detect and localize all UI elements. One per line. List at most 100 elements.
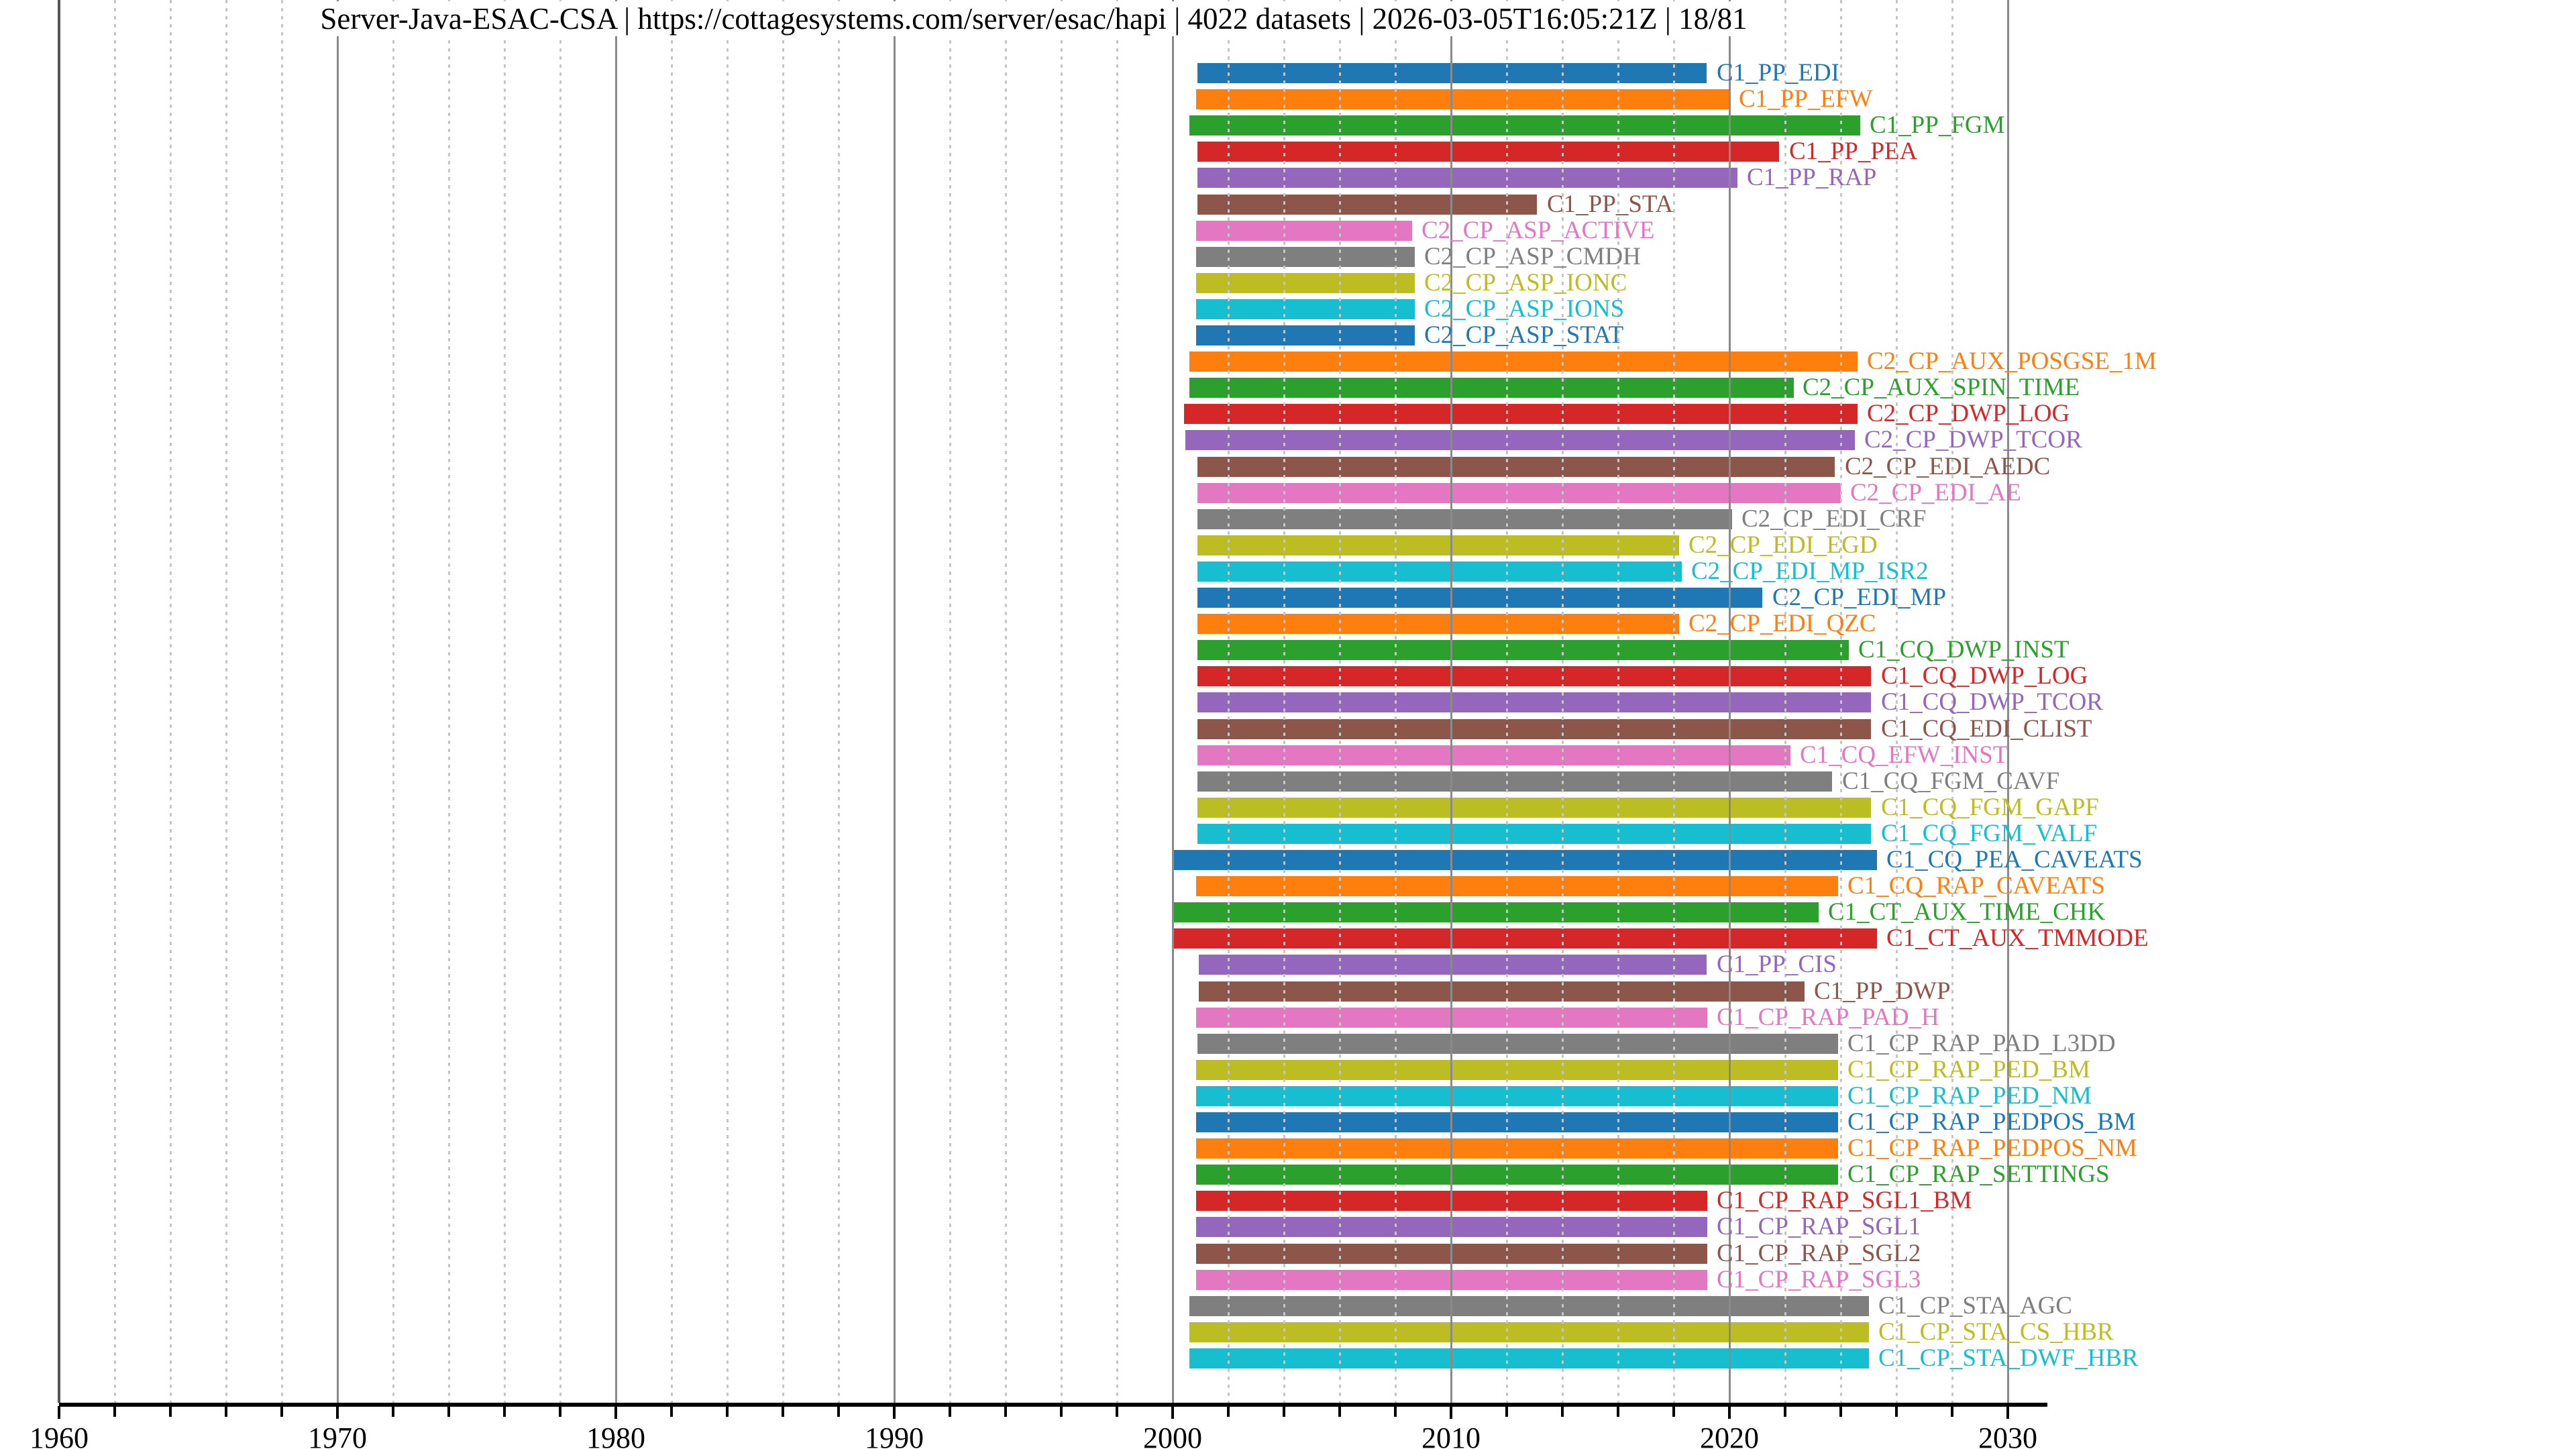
x-axis-minor-tick — [1338, 1406, 1341, 1417]
dataset-label: C2_CP_EDI_QZC — [1688, 610, 1876, 637]
x-axis-major-tick — [58, 1406, 60, 1419]
timeline-bar — [1197, 168, 1737, 188]
dataset-label: C1_PP_RAP — [1747, 164, 1877, 191]
x-axis-minor-tick — [225, 1406, 227, 1417]
dataset-label: C1_CP_STA_CS_HBR — [1878, 1318, 2114, 1346]
x-axis-major-tick — [893, 1406, 896, 1419]
dataset-label: C1_CQ_RAP_CAVEATS — [1847, 872, 2105, 900]
minor-gridline — [392, 0, 394, 1403]
minor-gridline — [1116, 0, 1118, 1403]
x-axis-tick-label: 1980 — [586, 1421, 645, 1449]
dataset-label: C2_CP_ASP_ACTIVE — [1421, 217, 1655, 244]
timeline-bar — [1196, 1060, 1838, 1080]
dataset-label: C2_CP_EDI_CRF — [1741, 505, 1927, 533]
x-axis-minor-tick — [113, 1406, 116, 1417]
timeline-bar — [1197, 588, 1762, 608]
timeline-bar — [1173, 928, 1877, 949]
timeline-bar — [1185, 430, 1855, 450]
x-axis-major-tick — [336, 1406, 339, 1419]
dataset-label: C1_CP_RAP_PAD_H — [1717, 1004, 1939, 1031]
timeline-bar — [1196, 325, 1415, 345]
dataset-label: C1_CT_AUX_TMMODE — [1886, 924, 2149, 952]
major-gridline — [1172, 0, 1174, 1403]
timeline-bar — [1196, 1112, 1838, 1132]
x-axis-minor-tick — [949, 1406, 951, 1417]
minor-gridline — [114, 0, 116, 1403]
x-axis-minor-tick — [1895, 1406, 1898, 1417]
x-axis-tick-label: 1970 — [308, 1421, 367, 1449]
major-gridline — [2007, 0, 2009, 1403]
x-axis-minor-tick — [280, 1406, 283, 1417]
timeline-bar — [1199, 981, 1805, 1002]
timeline-bar — [1197, 142, 1779, 162]
timeline-bar — [1184, 404, 1858, 424]
dataset-label: C1_CQ_DWP_INST — [1858, 636, 2070, 663]
timeline-bar — [1197, 719, 1871, 739]
timeline-bar — [1197, 614, 1679, 634]
x-axis-tick-label: 2020 — [1700, 1421, 1759, 1449]
dataset-label: C1_CQ_DWP_TCOR — [1881, 688, 2103, 716]
timeline-bar — [1196, 876, 1838, 896]
dataset-label: C1_CP_RAP_PED_BM — [1847, 1056, 2090, 1083]
x-axis-minor-tick — [447, 1406, 450, 1417]
x-axis-major-tick — [1728, 1406, 1731, 1419]
timeline-bar — [1189, 1296, 1869, 1316]
dataset-label: C1_CQ_DWP_LOG — [1881, 662, 2088, 690]
dataset-label: C1_CP_RAP_SETTINGS — [1847, 1161, 2110, 1188]
dataset-label: C2_CP_DWP_LOG — [1867, 400, 2070, 427]
timeline-bar — [1197, 771, 1832, 792]
dataset-label: C1_CQ_PEA_CAVEATS — [1886, 846, 2143, 873]
major-gridline — [894, 0, 896, 1403]
minor-gridline — [1840, 0, 1842, 1403]
dataset-label: C1_CP_RAP_SGL2 — [1717, 1240, 1921, 1267]
timeline-bar — [1196, 89, 1729, 109]
minor-gridline — [671, 0, 673, 1403]
x-axis-minor-tick — [1227, 1406, 1230, 1417]
timeline-bar — [1197, 1034, 1838, 1054]
dataset-label: C1_PP_EDI — [1717, 59, 1839, 87]
minor-gridline — [1562, 0, 1564, 1403]
chart-title: Server-Java-ESAC-CSA | https://cottagesy… — [311, 1, 1757, 36]
minor-gridline — [1673, 0, 1675, 1403]
timeline-bar — [1197, 195, 1537, 215]
dataset-label: C1_PP_EFW — [1739, 85, 1873, 113]
x-axis-minor-tick — [1394, 1406, 1397, 1417]
minor-gridline — [1617, 0, 1619, 1403]
x-axis-tick-label: 1990 — [865, 1421, 924, 1449]
dataset-label: C2_CP_AUX_POSGSE_1M — [1867, 347, 2157, 375]
dataset-label: C2_CP_EDI_EGD — [1688, 531, 1878, 559]
timeline-bar — [1197, 457, 1835, 477]
dataset-label: C2_CP_ASP_IONC — [1424, 269, 1627, 297]
dataset-label: C2_CP_EDI_AE — [1850, 479, 2021, 506]
minor-gridline — [838, 0, 840, 1403]
dataset-label: C1_CP_STA_DWF_HBR — [1878, 1344, 2139, 1372]
minor-gridline — [782, 0, 784, 1403]
timeline-bar — [1196, 1165, 1838, 1185]
x-axis-minor-tick — [503, 1406, 506, 1417]
timeline-bar — [1197, 824, 1871, 844]
dataset-label: C2_CP_DWP_TCOR — [1864, 426, 2082, 453]
major-gridline — [337, 0, 339, 1403]
minor-gridline — [1005, 0, 1007, 1403]
dataset-label: C2_CP_EDI_MP — [1772, 584, 1947, 611]
timeline-bar — [1189, 115, 1860, 136]
timeline-bar — [1189, 352, 1858, 372]
timeline-bar — [1196, 273, 1415, 293]
timeline-bar — [1173, 902, 1819, 922]
x-axis-minor-tick — [1004, 1406, 1007, 1417]
dataset-label: C2_CP_AUX_SPIN_TIME — [1803, 374, 2080, 401]
minor-gridline — [1506, 0, 1508, 1403]
dataset-label: C1_CP_RAP_SGL1_BM — [1717, 1187, 1972, 1214]
x-axis-minor-tick — [782, 1406, 784, 1417]
x-axis-major-tick — [1450, 1406, 1452, 1419]
dataset-label: C2_CP_EDI_AEDC — [1845, 453, 2051, 480]
x-axis-tick-label: 1960 — [30, 1421, 89, 1449]
minor-gridline — [559, 0, 561, 1403]
timeline-bar — [1197, 535, 1679, 555]
dataset-label: C2_CP_ASP_CMDH — [1424, 243, 1641, 270]
timeline-bar — [1197, 561, 1682, 582]
dataset-label: C1_CT_AUX_TIME_CHK — [1828, 898, 2106, 926]
dataset-label: C1_PP_STA — [1547, 191, 1674, 218]
timeline-bar — [1173, 850, 1877, 870]
dataset-label: C1_CQ_FGM_GAPF — [1881, 794, 2099, 821]
